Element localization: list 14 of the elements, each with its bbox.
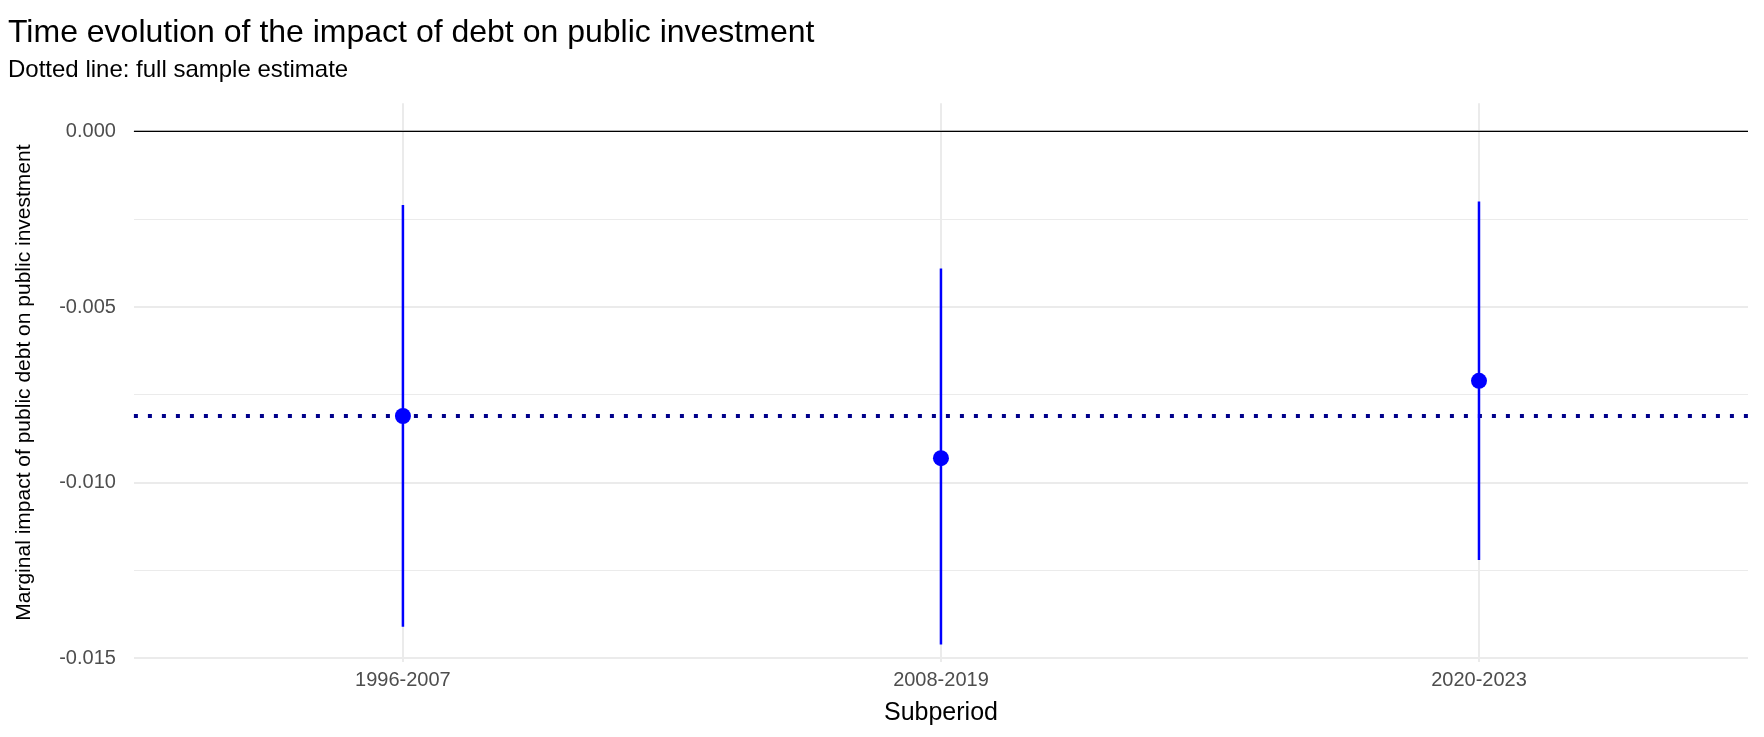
chart-title: Time evolution of the impact of debt on public investment [8,13,815,50]
y-tick-label: -0.005 [59,294,116,317]
y-axis-title: Marginal impact of public debt on public investment [11,144,35,621]
y-tick-label: -0.015 [59,646,116,668]
x-tick-label: 2008-2019 [893,667,989,690]
y-tick-label: -0.010 [59,470,116,493]
x-tick-label: 2020-2023 [1431,667,1527,690]
x-axis-title: Subperiod [883,696,998,725]
y-tick-label: 0.000 [65,118,116,141]
point [1470,372,1487,389]
x-tick-label: 1996-2007 [355,667,451,690]
point [394,407,411,424]
chart-subtitle: Dotted line: full sample estimate [8,55,349,83]
point [932,450,949,467]
